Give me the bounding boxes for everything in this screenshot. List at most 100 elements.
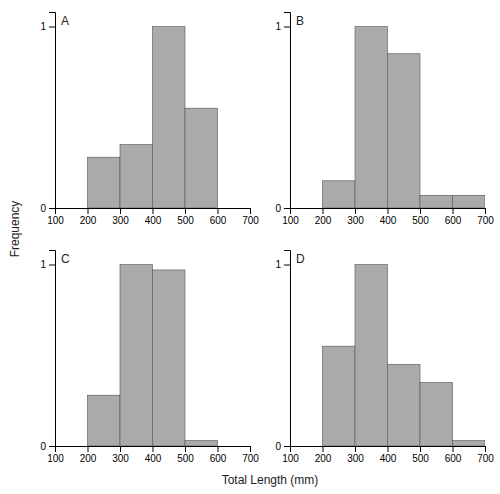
tick: 300: [112, 446, 129, 464]
tick-label: 500: [177, 453, 194, 464]
bar: [218, 446, 251, 447]
tick-mark: [355, 208, 356, 214]
tick-mark: [153, 446, 154, 452]
tick: 100: [47, 208, 64, 226]
tick-mark: [185, 208, 186, 214]
tick-label: 1: [275, 21, 281, 32]
tick-label: 500: [412, 453, 429, 464]
tick-label: 300: [112, 453, 129, 464]
tick-mark: [49, 265, 55, 266]
panel-label: B: [296, 14, 304, 28]
bars: [88, 27, 218, 208]
tick-mark: [284, 446, 290, 447]
tick: 300: [347, 208, 364, 226]
tick-label: 200: [315, 215, 332, 226]
tick-mark: [88, 208, 89, 214]
bar: [290, 446, 323, 447]
bar: [290, 208, 323, 209]
tick-mark: [284, 265, 290, 266]
tick-label: 300: [112, 215, 129, 226]
tick-label: 400: [380, 215, 397, 226]
tick: 500: [412, 208, 429, 226]
panel: 10020030040050060070001B: [275, 13, 494, 227]
panel-label: C: [61, 252, 70, 266]
tick: 200: [80, 208, 97, 226]
tick: 400: [380, 208, 397, 226]
bar: [88, 395, 121, 446]
tick-mark: [218, 446, 219, 452]
axis-line: [56, 447, 251, 453]
bar: [185, 441, 218, 446]
tick: 200: [315, 446, 332, 464]
tick-label: 0: [275, 203, 281, 214]
tick-label: 100: [47, 215, 64, 226]
tick-mark: [420, 208, 421, 214]
tick-label: 700: [242, 453, 259, 464]
bars: [88, 265, 218, 446]
tick: 700: [242, 208, 259, 226]
bar: [388, 54, 421, 208]
tick-label: 700: [242, 215, 259, 226]
panel-label: D: [296, 252, 305, 266]
tick: 400: [145, 208, 162, 226]
tick-mark: [323, 208, 324, 214]
bar: [218, 208, 251, 209]
panel: 10020030040050060070001C: [40, 251, 259, 465]
axis-line: [291, 209, 486, 215]
tick-label: 300: [347, 215, 364, 226]
tick-mark: [284, 27, 290, 28]
tick-mark: [388, 446, 389, 452]
bar: [355, 27, 388, 208]
tick-mark: [218, 208, 219, 214]
bar: [153, 27, 186, 208]
tick: 700: [477, 208, 494, 226]
tick: 300: [347, 446, 364, 464]
tick-mark: [323, 446, 324, 452]
tick-label: 1: [275, 259, 281, 270]
tick: 0: [275, 441, 290, 452]
bar: [55, 446, 88, 447]
tick: 0: [40, 203, 55, 214]
tick: 600: [445, 208, 462, 226]
tick-label: 100: [282, 453, 299, 464]
panel: 10020030040050060070001A: [40, 13, 259, 227]
bar: [453, 441, 486, 446]
tick: 500: [412, 446, 429, 464]
tick-mark: [485, 208, 486, 214]
tick-label: 0: [40, 203, 46, 214]
tick: 0: [275, 203, 290, 214]
bar: [120, 265, 153, 446]
axis-line: [49, 13, 56, 209]
tick-mark: [49, 446, 55, 447]
axis-line: [56, 209, 251, 215]
tick-mark: [284, 208, 290, 209]
tick-mark: [420, 446, 421, 452]
tick-mark: [88, 446, 89, 452]
tick-label: 700: [477, 453, 494, 464]
y-axis-title: Frequency: [8, 201, 22, 258]
tick-mark: [120, 446, 121, 452]
tick-label: 0: [40, 441, 46, 452]
tick-mark: [485, 446, 486, 452]
y-axis: 01: [40, 251, 55, 452]
tick-label: 100: [47, 453, 64, 464]
tick: 400: [380, 446, 397, 464]
tick: 700: [477, 446, 494, 464]
x-axis: 100200300400500600700: [47, 208, 259, 226]
axis-line: [284, 13, 291, 209]
tick: 100: [282, 208, 299, 226]
bar: [355, 265, 388, 446]
bar: [55, 208, 88, 209]
y-axis: 01: [40, 13, 55, 214]
bar: [420, 195, 453, 208]
tick-label: 700: [477, 215, 494, 226]
tick-label: 600: [210, 453, 227, 464]
tick-label: 400: [145, 215, 162, 226]
tick: 1: [40, 21, 55, 32]
tick: 100: [282, 446, 299, 464]
tick: 0: [40, 441, 55, 452]
tick: 400: [145, 446, 162, 464]
bar: [323, 181, 356, 208]
tick: 1: [40, 259, 55, 270]
y-axis: 01: [275, 13, 290, 214]
